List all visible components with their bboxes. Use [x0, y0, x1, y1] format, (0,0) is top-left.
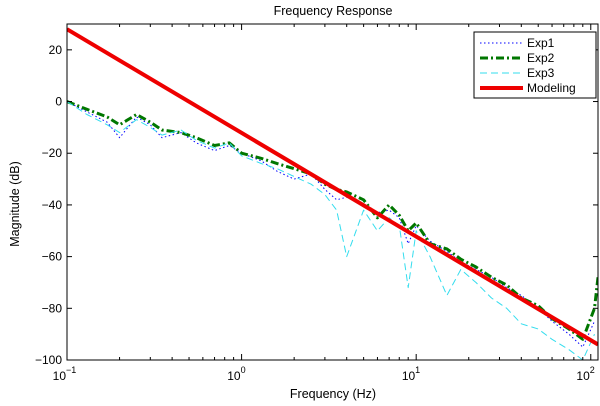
- x-tick-label-exponent: 0: [241, 365, 246, 375]
- legend-label-exp3: Exp3: [527, 66, 555, 80]
- x-tick-label: 10 2: [576, 365, 594, 383]
- y-tick-label: −80: [42, 301, 63, 315]
- x-tick-label: 10 0: [227, 365, 245, 383]
- legend-label-exp2: Exp2: [527, 51, 555, 65]
- x-tick-label-base: 10: [576, 369, 590, 383]
- y-tick-label: −20: [42, 146, 63, 160]
- x-tick-label: 10 1: [402, 365, 420, 383]
- y-tick-label: 0: [55, 95, 62, 109]
- y-axis-label: Magnitude (dB): [8, 161, 22, 246]
- x-axis-label: Frequency (Hz): [290, 387, 376, 401]
- x-tick-label-exponent: −1: [66, 365, 76, 375]
- series-layer: [67, 27, 598, 360]
- y-tick-label: −100: [35, 353, 62, 367]
- plot-frame: [66, 23, 599, 361]
- y-tick-label: 20: [49, 43, 63, 57]
- chart-title: Frequency Response: [274, 4, 393, 18]
- x-tick-label-exponent: 1: [415, 365, 420, 375]
- x-tick-label-base: 10: [227, 369, 241, 383]
- x-tick-label-base: 10: [53, 369, 67, 383]
- legend-label-modeling: Modeling: [527, 81, 576, 95]
- series-line-exp3: [67, 101, 595, 360]
- y-tick-label: −60: [42, 250, 63, 264]
- x-tick-label-base: 10: [402, 369, 416, 383]
- series-line-modeling: [67, 27, 598, 347]
- series-line-exp2: [67, 100, 598, 341]
- legend-label-exp1: Exp1: [527, 36, 555, 50]
- x-tick-label: 10 −1: [53, 365, 77, 383]
- x-tick-label-exponent: 2: [590, 365, 595, 375]
- y-tick-label: −40: [42, 198, 63, 212]
